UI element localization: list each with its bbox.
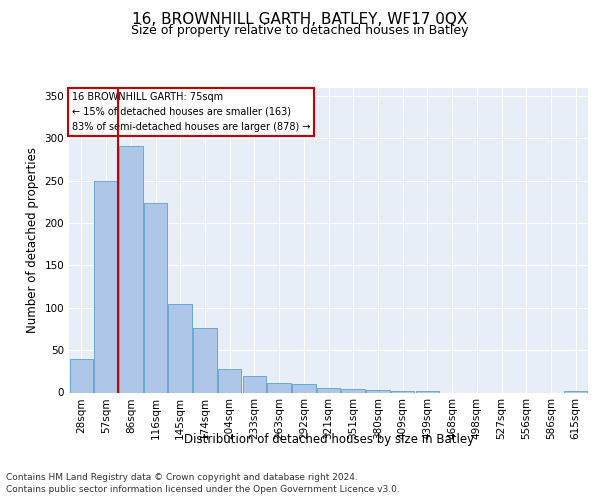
Bar xyxy=(119,146,143,392)
Text: Contains HM Land Registry data © Crown copyright and database right 2024.: Contains HM Land Registry data © Crown c… xyxy=(6,472,358,482)
Text: Size of property relative to detached houses in Batley: Size of property relative to detached ho… xyxy=(131,24,469,37)
Bar xyxy=(169,304,192,392)
Bar xyxy=(416,391,439,392)
Text: 16, BROWNHILL GARTH, BATLEY, WF17 0QX: 16, BROWNHILL GARTH, BATLEY, WF17 0QX xyxy=(133,12,467,28)
Text: Contains public sector information licensed under the Open Government Licence v3: Contains public sector information licen… xyxy=(6,485,400,494)
Bar xyxy=(70,360,93,392)
Bar xyxy=(242,376,266,392)
Text: Distribution of detached houses by size in Batley: Distribution of detached houses by size … xyxy=(184,432,474,446)
Bar xyxy=(193,328,217,392)
Bar xyxy=(366,390,389,392)
Bar xyxy=(317,388,340,392)
Bar xyxy=(218,369,241,392)
Y-axis label: Number of detached properties: Number of detached properties xyxy=(26,147,39,333)
Bar xyxy=(341,389,365,392)
Bar xyxy=(144,202,167,392)
Bar xyxy=(268,383,291,392)
Bar xyxy=(564,391,587,392)
Bar xyxy=(292,384,316,392)
Bar xyxy=(94,180,118,392)
Text: 16 BROWNHILL GARTH: 75sqm
← 15% of detached houses are smaller (163)
83% of semi: 16 BROWNHILL GARTH: 75sqm ← 15% of detac… xyxy=(71,92,310,132)
Bar xyxy=(391,391,415,392)
